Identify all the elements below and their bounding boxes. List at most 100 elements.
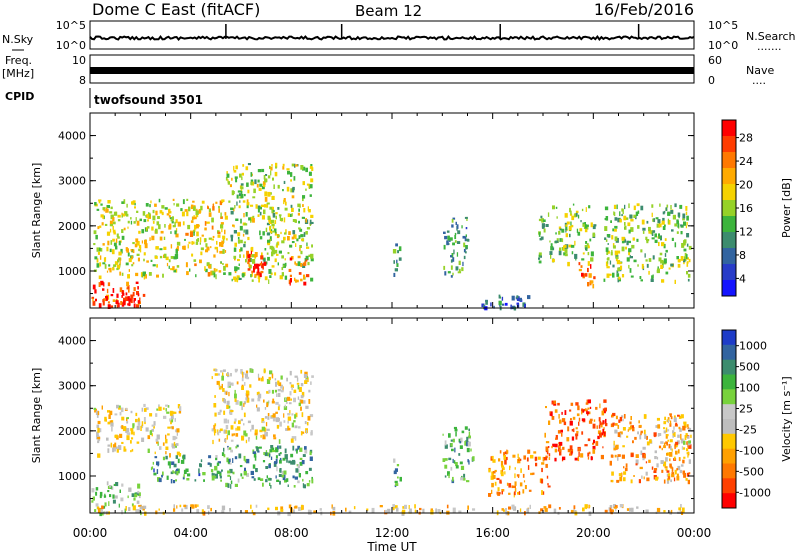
range-cell	[193, 231, 195, 236]
range-cell	[136, 500, 140, 504]
range-cell	[247, 420, 251, 424]
range-cell	[278, 250, 282, 254]
range-cell	[680, 256, 684, 261]
range-cell	[535, 462, 538, 467]
range-cell	[624, 204, 626, 210]
range-cell	[630, 218, 634, 222]
range-cell	[604, 431, 606, 437]
colorbar-segment	[722, 136, 736, 153]
range-cell	[491, 489, 493, 494]
range-cell	[284, 262, 287, 267]
range-cell	[458, 510, 462, 514]
range-cell	[394, 505, 398, 509]
range-cell	[119, 412, 122, 416]
range-cell	[646, 263, 649, 268]
range-cell	[112, 494, 115, 499]
range-cell	[269, 449, 273, 453]
range-cell	[679, 204, 683, 209]
range-cell	[494, 469, 497, 473]
range-cell	[159, 248, 163, 251]
range-cell	[676, 473, 679, 478]
range-cell	[112, 229, 116, 233]
range-cell	[586, 411, 590, 415]
range-cell	[155, 438, 159, 442]
range-cell	[589, 406, 592, 409]
range-cell	[592, 423, 596, 429]
range-cell	[463, 242, 466, 248]
range-cell	[100, 214, 104, 218]
colorbar-tick-label: 24	[739, 155, 753, 168]
range-cell	[289, 410, 291, 415]
range-cell	[622, 477, 626, 482]
range-cell	[504, 508, 507, 513]
range-cell	[297, 464, 300, 469]
range-cell	[238, 205, 241, 209]
range-cell	[271, 209, 274, 214]
range-cell	[311, 244, 313, 248]
range-cell	[437, 509, 441, 514]
range-cell	[269, 165, 271, 170]
range-cell	[461, 267, 464, 272]
range-cell	[674, 242, 677, 248]
cpid-value: twofsound 3501	[94, 93, 203, 107]
range-cell	[138, 504, 142, 507]
range-cell	[291, 236, 295, 240]
range-cell	[287, 427, 291, 431]
range-cell	[549, 411, 552, 414]
range-cell	[198, 473, 201, 477]
range-cell	[455, 462, 458, 467]
range-cell	[271, 415, 274, 418]
range-cell	[545, 441, 550, 444]
range-cell	[260, 435, 262, 438]
range-cell	[465, 234, 467, 238]
range-cell	[177, 458, 180, 464]
range-cell	[263, 175, 266, 180]
range-cell	[680, 231, 683, 235]
range-cell	[123, 227, 126, 231]
range-cell	[508, 492, 511, 495]
range-cell	[682, 507, 685, 513]
range-cell	[284, 232, 287, 235]
range-cell	[366, 508, 369, 511]
range-cell	[217, 234, 221, 238]
range-cell	[224, 215, 228, 220]
range-cell	[143, 258, 145, 262]
range-cell	[667, 417, 670, 421]
range-cell	[588, 420, 593, 424]
range-cell	[145, 407, 149, 410]
range-cell	[123, 213, 126, 217]
range-cell	[570, 418, 572, 421]
range-cell	[517, 459, 521, 464]
range-cell	[106, 481, 109, 486]
range-cell	[685, 478, 688, 481]
range-cell	[114, 435, 117, 438]
range-cell	[281, 255, 284, 259]
range-cell	[491, 455, 494, 460]
range-cell	[109, 211, 113, 214]
freq-tick-bottom: 8	[79, 74, 86, 87]
range-cell	[256, 404, 258, 408]
range-cell	[319, 508, 322, 511]
range-cell	[104, 257, 107, 262]
range-cell	[578, 417, 581, 422]
range-cell	[684, 252, 687, 257]
range-cell	[214, 412, 217, 417]
range-cell	[574, 457, 578, 461]
range-cell	[275, 506, 278, 511]
range-cell	[257, 450, 260, 453]
range-cell	[223, 410, 226, 415]
range-cell	[139, 247, 142, 253]
range-cell	[578, 448, 580, 452]
range-cell	[682, 459, 685, 464]
range-cell	[629, 214, 633, 219]
range-cell	[97, 453, 101, 458]
range-cell	[131, 503, 134, 507]
range-cell	[282, 189, 284, 192]
range-cell	[506, 450, 509, 454]
range-cell	[605, 418, 607, 424]
range-cell	[614, 454, 617, 458]
range-cell	[157, 216, 160, 219]
range-cell	[540, 479, 544, 484]
range-cell	[526, 508, 530, 513]
range-cell	[619, 211, 621, 217]
